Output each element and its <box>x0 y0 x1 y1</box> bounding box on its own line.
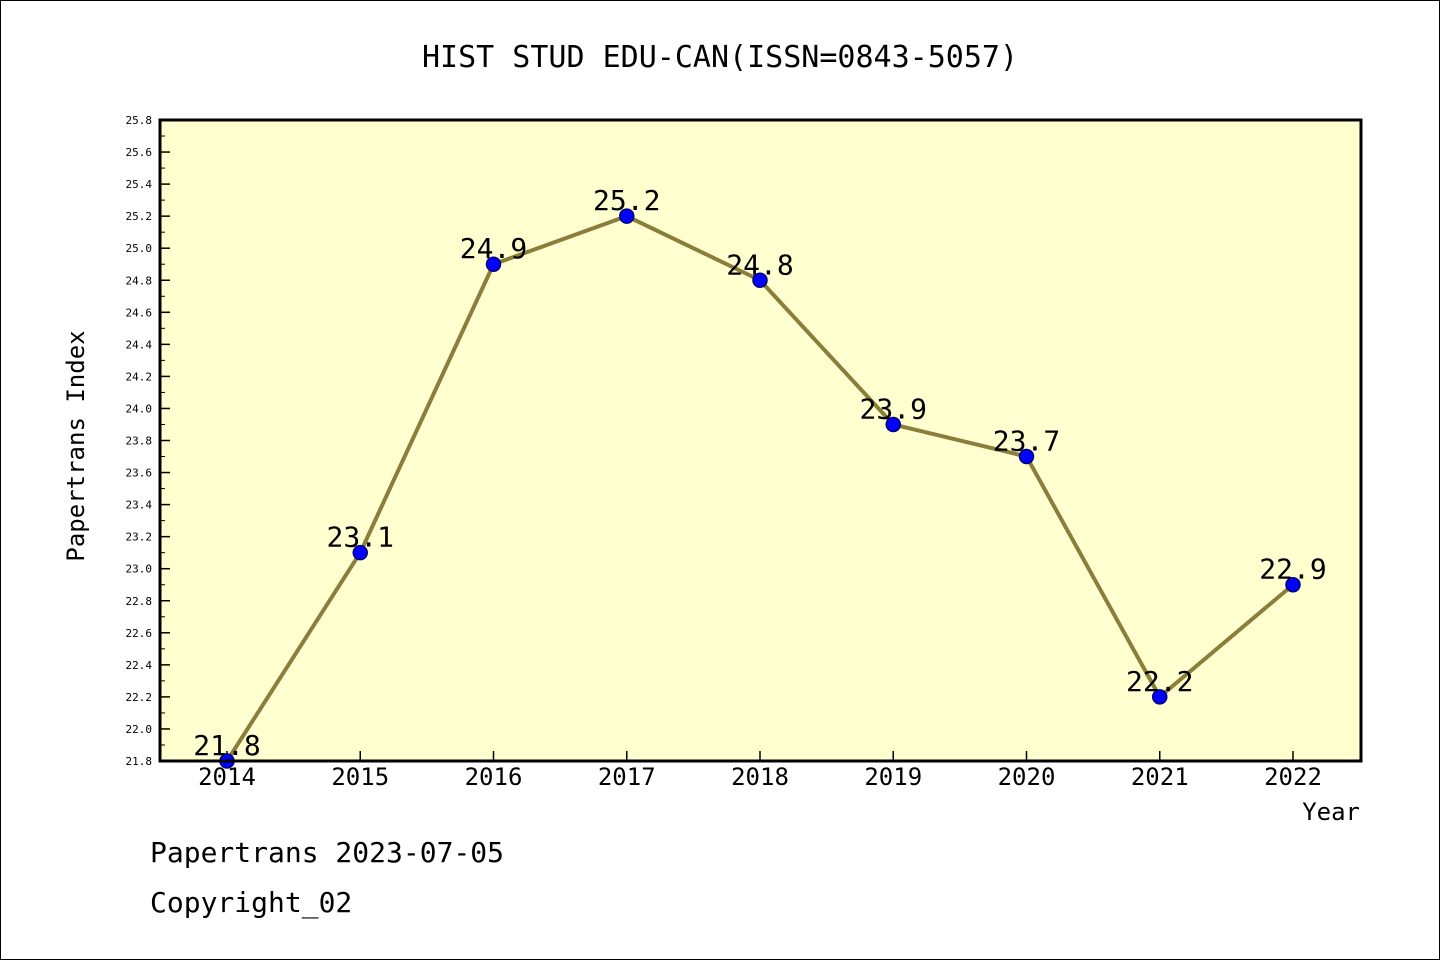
x-tick-label: 2017 <box>598 763 656 791</box>
y-tick-label: 25.6 <box>126 146 153 159</box>
data-point <box>1285 576 1301 593</box>
data-point <box>485 256 502 272</box>
plot-area <box>160 120 1361 761</box>
y-tick-label: 25.8 <box>126 114 153 127</box>
y-tick-label: 22.0 <box>126 723 153 736</box>
x-tick-label: 2015 <box>331 763 389 791</box>
y-tick-label: 22.8 <box>126 595 153 608</box>
data-point <box>752 272 768 288</box>
y-tick-label: 23.4 <box>126 499 153 512</box>
data-markers <box>219 208 1301 769</box>
x-axis-label: Year <box>1302 798 1360 826</box>
data-label: 23.9 <box>860 392 927 425</box>
y-tick-label: 22.4 <box>126 659 153 672</box>
y-tick-label: 25.4 <box>126 178 153 191</box>
y-tick-label: 25.2 <box>126 210 153 223</box>
data-label: 22.9 <box>1259 553 1326 586</box>
x-tick-label: 2016 <box>465 763 523 791</box>
data-label: 21.8 <box>193 729 260 762</box>
plot-border <box>158 118 1363 763</box>
data-point <box>885 416 901 433</box>
data-point <box>1152 689 1168 705</box>
x-tick-label: 2021 <box>1131 763 1189 791</box>
y-tick-label: 23.2 <box>126 531 153 544</box>
y-tick-label: 22.2 <box>126 691 153 704</box>
data-label: 25.2 <box>593 184 660 217</box>
data-label: 22.2 <box>1126 665 1193 698</box>
x-tick-label: 2019 <box>864 763 922 791</box>
y-tick-label: 25.0 <box>126 242 153 255</box>
footer-date: Papertrans 2023-07-05 <box>150 836 505 869</box>
y-tick-label: 24.4 <box>126 338 153 351</box>
x-tick-label: 2018 <box>731 763 789 791</box>
data-label: 23.7 <box>993 425 1060 458</box>
y-tick-label: 21.8 <box>126 755 153 768</box>
footer-copyright: Copyright_02 <box>150 886 353 919</box>
y-tick-label: 23.0 <box>126 563 153 576</box>
y-tick-label: 24.6 <box>126 306 153 319</box>
data-labels: 21.8 23.1 24.9 25.2 24.8 23.9 23.7 22.2 22.9 <box>193 184 1326 762</box>
data-point <box>619 208 635 224</box>
x-tick-label: 2022 <box>1264 763 1322 791</box>
y-axis: 21.8 22.0 22.2 22.4 22.6 22.8 23.0 23.2 23.4 23.6… <box>126 114 170 768</box>
y-tick-label: 24.2 <box>126 370 153 383</box>
y-tick-label: 23.8 <box>126 435 153 448</box>
data-point <box>352 544 368 561</box>
data-point <box>1018 448 1035 465</box>
data-label: 24.9 <box>460 232 527 265</box>
chart-title: HIST STUD EDU-CAN(ISSN=0843-5057) <box>422 40 1018 75</box>
y-axis-label: Papertrans Index <box>62 330 90 561</box>
x-tick-label: 2020 <box>998 763 1056 791</box>
y-tick-label: 24.0 <box>126 402 153 415</box>
y-tick-label: 23.6 <box>126 467 153 480</box>
y-tick-label: 22.6 <box>126 627 153 640</box>
x-axis: 2014 2015 2016 2017 2018 2019 2020 2021 2022 <box>198 751 1322 791</box>
data-label: 23.1 <box>327 521 394 554</box>
y-tick-label: 24.8 <box>126 274 153 287</box>
data-label: 24.8 <box>726 248 793 281</box>
